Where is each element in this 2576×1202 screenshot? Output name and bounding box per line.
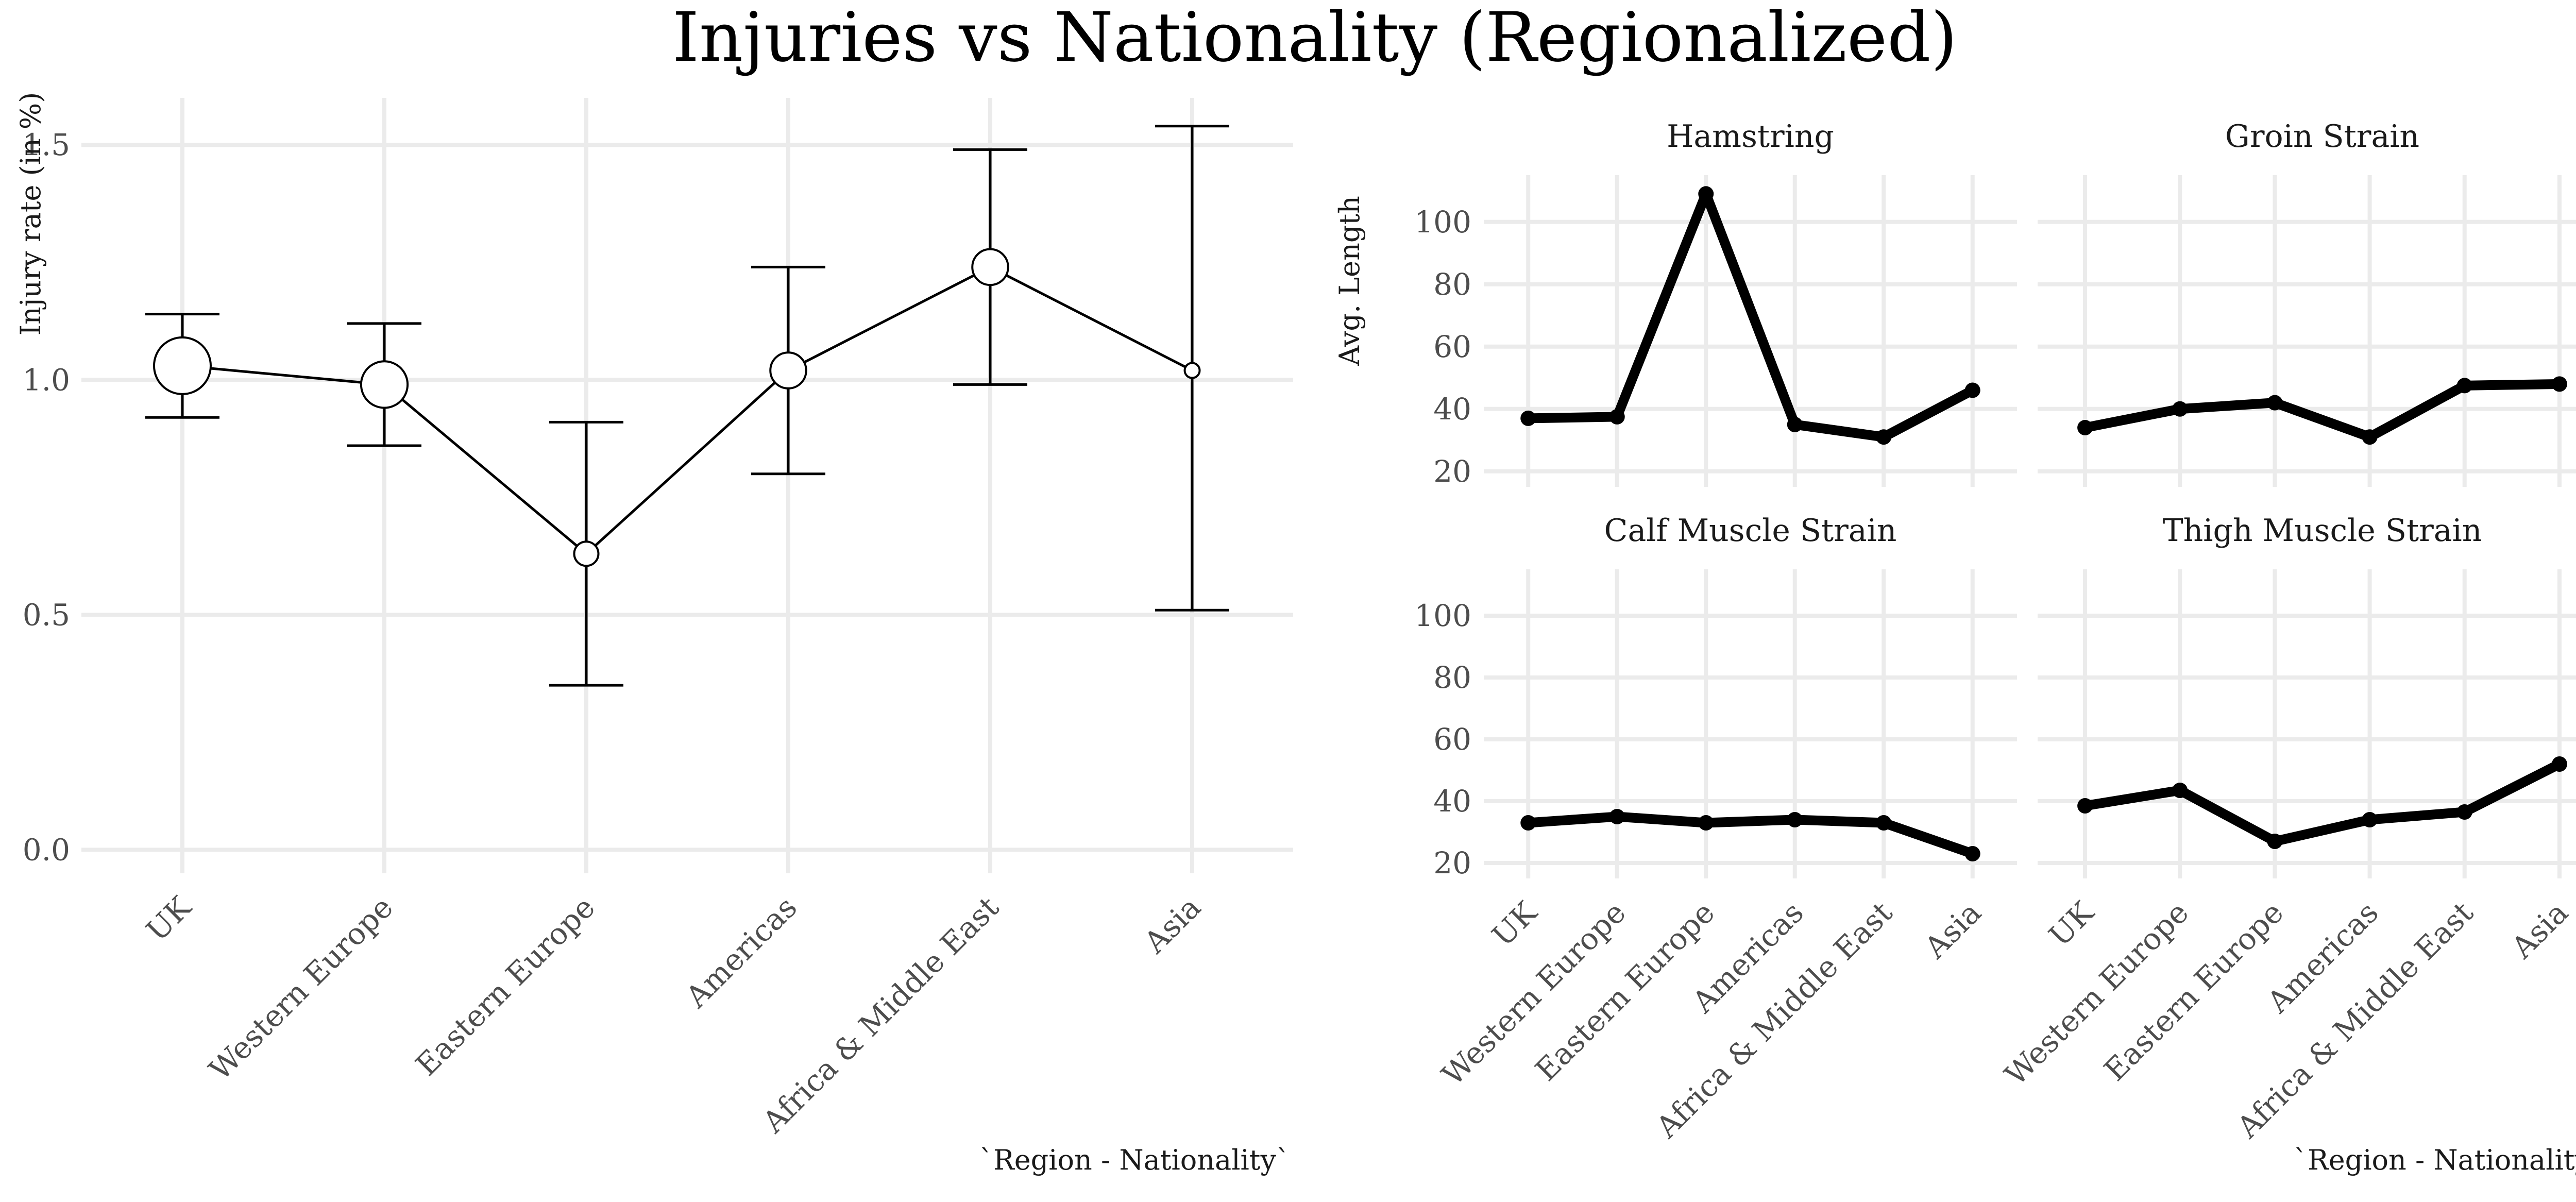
right-x-axis-title: `Region - Nationality`	[2294, 1144, 2576, 1176]
y-tick-label: 100	[1414, 205, 1471, 240]
left-y-axis-title: Injury rate (in %)	[14, 92, 47, 336]
data-point	[2456, 804, 2472, 820]
data-point	[2362, 429, 2378, 445]
y-tick-label: 40	[1433, 392, 1471, 427]
series-line	[182, 265, 1193, 556]
series-line	[2080, 379, 2565, 442]
data-point	[2362, 812, 2378, 827]
y-tick-label: 1.0	[23, 362, 70, 397]
facet-strip-label: Thigh Muscle Strain	[2163, 513, 2482, 549]
data-point	[573, 540, 600, 567]
data-point	[1183, 362, 1201, 379]
y-tick-label: 60	[1433, 722, 1471, 757]
x-tick-label: UK	[1485, 894, 1544, 953]
x-tick-label: Asia	[2504, 895, 2575, 966]
y-tick-label: 80	[1433, 660, 1471, 695]
x-tick-label: Eastern Europe	[409, 890, 602, 1083]
left-x-axis-title: `Region - Nationality`	[979, 1144, 1290, 1176]
data-point	[971, 248, 1009, 286]
data-point	[2551, 756, 2567, 772]
data-point	[1787, 417, 1803, 432]
figure-title: Injuries vs Nationality (Regionalized)	[672, 0, 1957, 77]
data-point	[2077, 420, 2093, 436]
x-tick-label: Western Europe	[202, 890, 400, 1087]
x-tick-label: UK	[2042, 894, 2101, 953]
y-tick-label: 1.5	[23, 127, 70, 162]
y-tick-label: 40	[1433, 784, 1471, 819]
x-tick-label: Western Europe	[1998, 895, 2195, 1092]
facet-strip-label: Calf Muscle Strain	[1604, 513, 1897, 549]
data-point	[1787, 812, 1803, 827]
right-y-axis-title: Avg. Length	[1333, 196, 1366, 366]
data-point	[2456, 378, 2472, 394]
series-line	[1523, 189, 1978, 442]
x-tick-label: UK	[140, 889, 198, 948]
data-point	[2267, 834, 2283, 849]
right-panel: 20 40 60 80 100 Hamstring Groin Strain 20 40 60 80…	[1414, 118, 2576, 1145]
x-tick-label: Asia	[1137, 890, 1208, 960]
data-point	[769, 351, 807, 390]
data-point	[1609, 409, 1625, 425]
data-point	[1520, 410, 1536, 426]
data-point	[2172, 401, 2188, 417]
x-tick-label: Asia	[1918, 895, 1988, 966]
y-tick-label: 80	[1433, 267, 1471, 302]
y-tick-label: 100	[1414, 598, 1471, 633]
data-point	[1964, 846, 1980, 861]
data-point	[2077, 798, 2093, 814]
facet-strip-label: Hamstring	[1667, 118, 1834, 155]
data-point	[2172, 783, 2188, 798]
y-tick-label: 60	[1433, 329, 1471, 364]
x-tick-label: Africa & Middle East	[755, 890, 1006, 1140]
data-point	[153, 336, 212, 395]
y-tick-label: 20	[1433, 845, 1471, 881]
y-tick-label: 0.5	[23, 597, 70, 632]
data-point	[360, 360, 409, 409]
data-point	[1609, 809, 1625, 824]
data-point	[1520, 815, 1536, 831]
data-point	[2267, 395, 2283, 411]
facet-strip-label: Groin Strain	[2225, 118, 2419, 155]
y-tick-label: 20	[1433, 454, 1471, 489]
data-point	[1964, 382, 1980, 398]
data-point	[1698, 815, 1714, 831]
y-tick-label: 0.0	[23, 832, 70, 867]
x-tick-label: Eastern Europe	[2097, 895, 2291, 1088]
series-line	[2080, 759, 2565, 847]
data-point	[1698, 186, 1714, 202]
data-point	[1876, 815, 1892, 831]
data-point	[2551, 376, 2567, 392]
x-tick-label: Americas	[679, 890, 804, 1015]
series-line	[1523, 811, 1978, 859]
left-panel: 0.0 0.5 1.0 1.5 UK Western Europe Eastern Euro…	[23, 98, 1293, 1140]
data-point	[1876, 429, 1892, 445]
